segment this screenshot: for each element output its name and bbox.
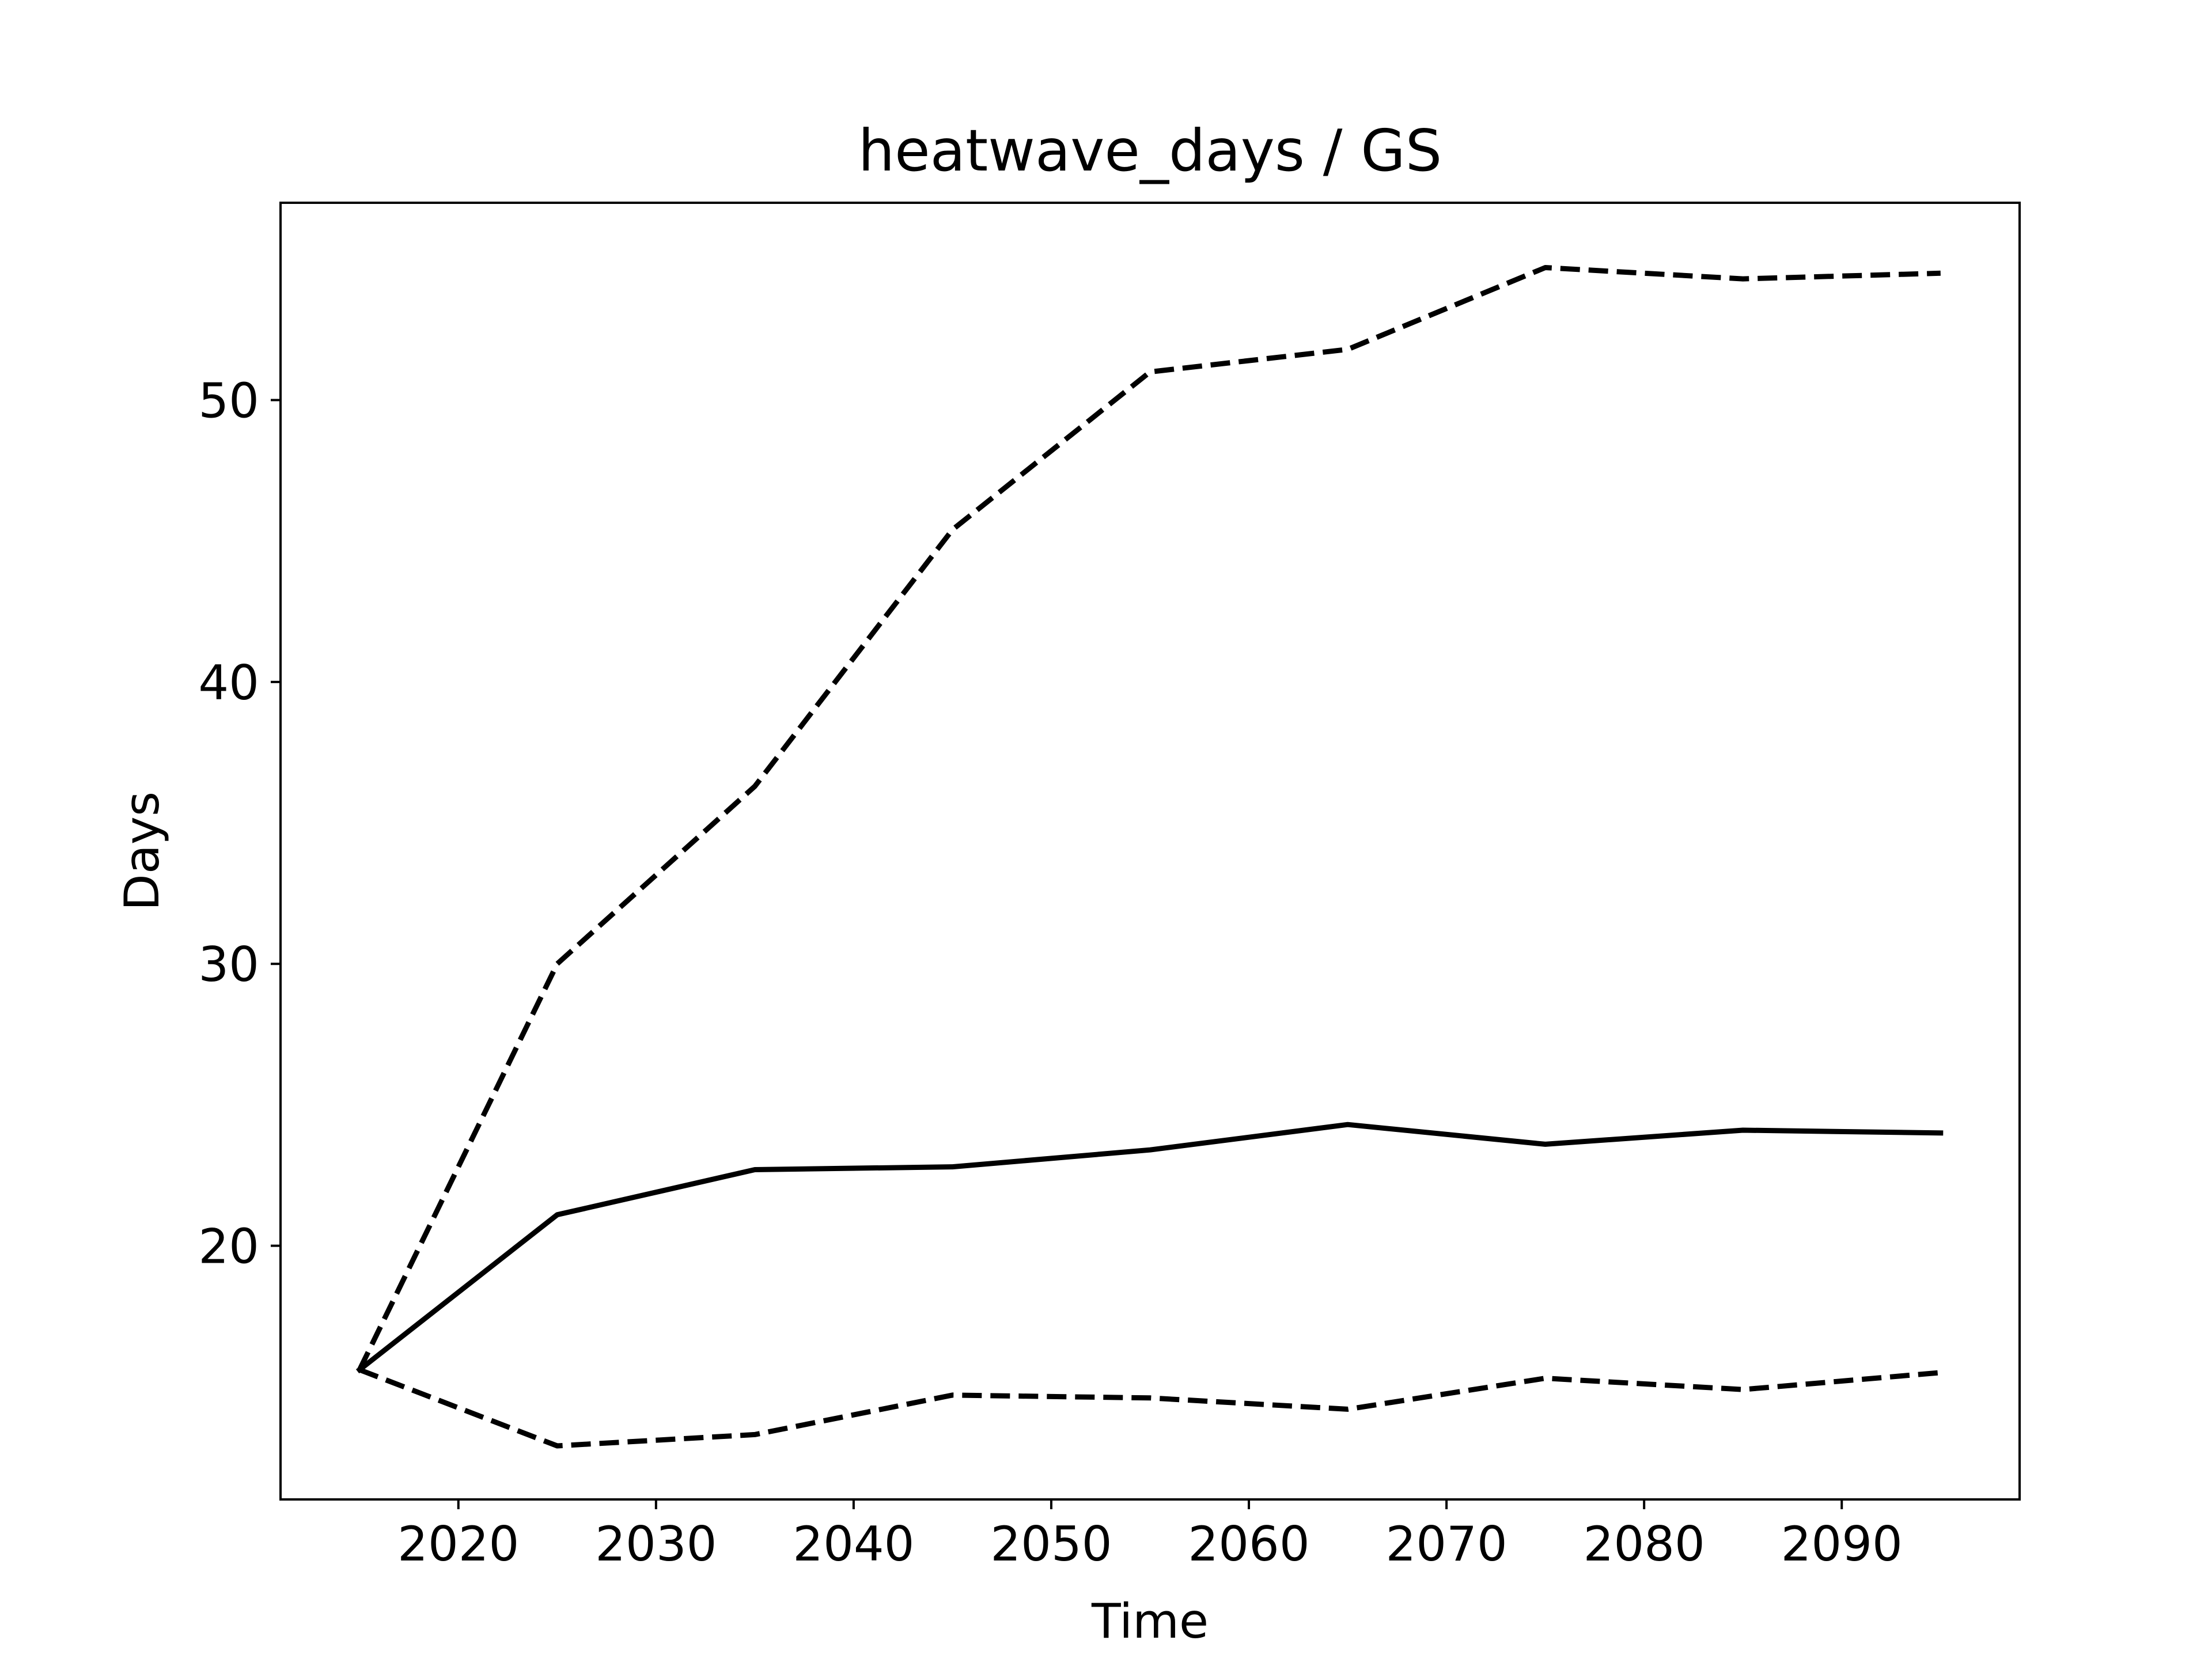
- x-axis-label: Time: [1091, 1593, 1209, 1649]
- x-tick-label: 2030: [595, 1516, 717, 1572]
- x-tick-label: 2080: [1584, 1516, 1705, 1572]
- x-tick-label: 2050: [990, 1516, 1112, 1572]
- y-tick-label: 50: [198, 373, 259, 429]
- x-tick-label: 2070: [1385, 1516, 1507, 1572]
- y-tick-label: 30: [198, 937, 259, 993]
- series-line-upper: [357, 265, 1941, 1371]
- series-line-median: [355, 1122, 1944, 1374]
- y-tick-label: 40: [198, 655, 259, 711]
- x-axis-ticks: 2020 2030 2040 2050 2060 2070 2080 2090: [397, 1499, 1903, 1572]
- x-tick-label: 2020: [397, 1516, 519, 1572]
- x-tick-label: 2060: [1188, 1516, 1309, 1572]
- x-tick-label: 2090: [1781, 1516, 1903, 1572]
- y-axis-ticks: 20 30 40 50: [198, 373, 281, 1275]
- plot-frame: [279, 202, 2021, 1501]
- x-tick-label: 2040: [793, 1516, 914, 1572]
- plot-area: [355, 265, 1944, 1449]
- chart-title: heatwave_days / GS: [858, 117, 1442, 184]
- y-tick-label: 20: [198, 1219, 259, 1275]
- series-line-lower: [358, 1367, 1941, 1449]
- y-axis-label: Days: [114, 791, 170, 911]
